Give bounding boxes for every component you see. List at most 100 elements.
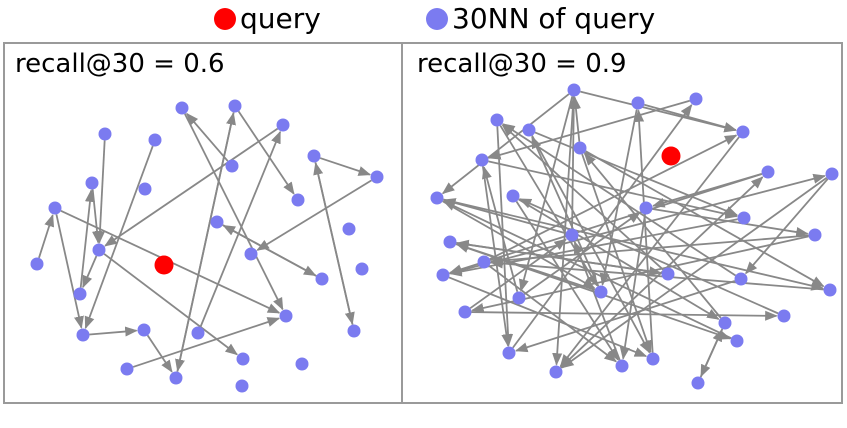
- graph-edge: [199, 130, 281, 328]
- neighbor-node: [823, 283, 837, 297]
- neighbor-node: [315, 272, 329, 286]
- graph-edge: [570, 96, 581, 142]
- neighbor-node: [235, 379, 249, 393]
- neighbor-node: [76, 328, 90, 342]
- neighbor-node: [169, 371, 183, 385]
- graph-edge: [585, 150, 825, 288]
- neighbor-node: [808, 228, 822, 242]
- neighbor-node: [730, 334, 744, 348]
- graph-edge: [700, 328, 724, 378]
- graph-edge: [514, 280, 736, 353]
- graph-edge: [471, 310, 778, 321]
- neighbor-node: [436, 268, 450, 282]
- graph-edge: [534, 131, 739, 216]
- graph-edge: [94, 140, 106, 244]
- neighbor-node: [191, 326, 205, 340]
- neighbor-node: [30, 257, 44, 271]
- neighbor-node: [443, 235, 457, 249]
- neighbor-node: [279, 309, 293, 323]
- neighbor-node: [631, 96, 645, 110]
- neighbor-node: [737, 211, 751, 225]
- graph-edge: [319, 157, 372, 176]
- graph-edge: [441, 93, 570, 195]
- neighbor-node: [506, 189, 520, 203]
- graph-edge: [568, 96, 579, 229]
- neighbor-node: [138, 182, 152, 196]
- graph-edge: [456, 239, 662, 274]
- graph-edge: [104, 127, 279, 247]
- neighbor-node: [148, 133, 162, 147]
- neighbor-node: [661, 267, 675, 281]
- graph-edge: [184, 113, 284, 311]
- graph-edge: [488, 160, 738, 219]
- neighbor-node: [225, 159, 239, 173]
- graph-edge: [146, 334, 173, 373]
- query-node: [154, 255, 174, 275]
- legend-label-query: query: [240, 2, 321, 35]
- neighbor-node: [718, 316, 732, 330]
- panel-recall-low: recall@30 = 0.6: [3, 42, 403, 404]
- neighbor-node: [567, 83, 581, 97]
- neighbor-node: [98, 127, 112, 141]
- graph-edge: [531, 135, 600, 287]
- graph-edge: [256, 179, 372, 251]
- neighbor-node: [512, 291, 526, 305]
- graph-edge: [561, 177, 828, 369]
- graph-edge: [443, 198, 824, 291]
- panel-recall-high: recall@30 = 0.9: [401, 42, 843, 404]
- neighbor-node: [48, 201, 62, 215]
- neighbor-node: [92, 243, 106, 257]
- panel-title-left: recall@30 = 0.6: [15, 49, 225, 79]
- neighbor-node: [175, 101, 189, 115]
- graph-edge: [501, 124, 664, 271]
- graph-edge: [443, 198, 566, 235]
- graph-edge: [488, 99, 690, 160]
- graph-edge: [583, 152, 722, 319]
- graph-edge: [91, 189, 103, 244]
- neighbor-node: [477, 255, 491, 269]
- neighbor-node: [736, 125, 750, 139]
- graph-edge: [581, 153, 652, 354]
- neighbor-node: [291, 193, 305, 207]
- neighbor-node: [689, 92, 703, 106]
- graph-edge: [518, 198, 779, 315]
- graph-edge: [482, 166, 519, 292]
- neighbor-node: [307, 149, 321, 163]
- graph-edge: [634, 109, 654, 353]
- graph-edge: [222, 224, 317, 277]
- neighbor-node: [691, 376, 705, 390]
- neighbor-node: [244, 247, 258, 261]
- legend-item-query: query: [214, 2, 321, 36]
- neighbor-node: [347, 324, 361, 338]
- neighbor-node: [777, 309, 791, 323]
- graph-edge: [499, 125, 598, 287]
- graph-right: [430, 83, 839, 390]
- neighbor-node: [85, 176, 99, 190]
- graph-edge: [103, 253, 239, 356]
- neighbor-node: [615, 359, 629, 373]
- neighbor-node: [639, 201, 653, 215]
- graph-edge: [449, 173, 826, 275]
- graph-edge: [448, 276, 648, 358]
- graph-edge: [82, 255, 98, 289]
- graph-left: [30, 99, 384, 393]
- neighbor-node: [761, 165, 775, 179]
- panel-title-right: recall@30 = 0.9: [417, 49, 627, 79]
- neighbor-node: [430, 191, 444, 205]
- neighbor-node: [490, 113, 504, 127]
- graph-edge: [490, 234, 809, 266]
- neighbor-node: [276, 118, 290, 132]
- graph-edge: [79, 189, 95, 288]
- graph-edge: [619, 214, 646, 360]
- graph-edge: [518, 198, 720, 320]
- graph-edge: [186, 112, 229, 162]
- neighbor-node: [120, 362, 134, 376]
- neighbor-node: [573, 141, 587, 155]
- neighbor-node: [355, 262, 369, 276]
- neighbor-node: [502, 346, 516, 360]
- graph-edge: [55, 214, 84, 329]
- query-dot-icon: [214, 8, 236, 30]
- graph-edge: [469, 238, 567, 309]
- graph-edge: [745, 178, 829, 275]
- graph-edge: [38, 213, 55, 259]
